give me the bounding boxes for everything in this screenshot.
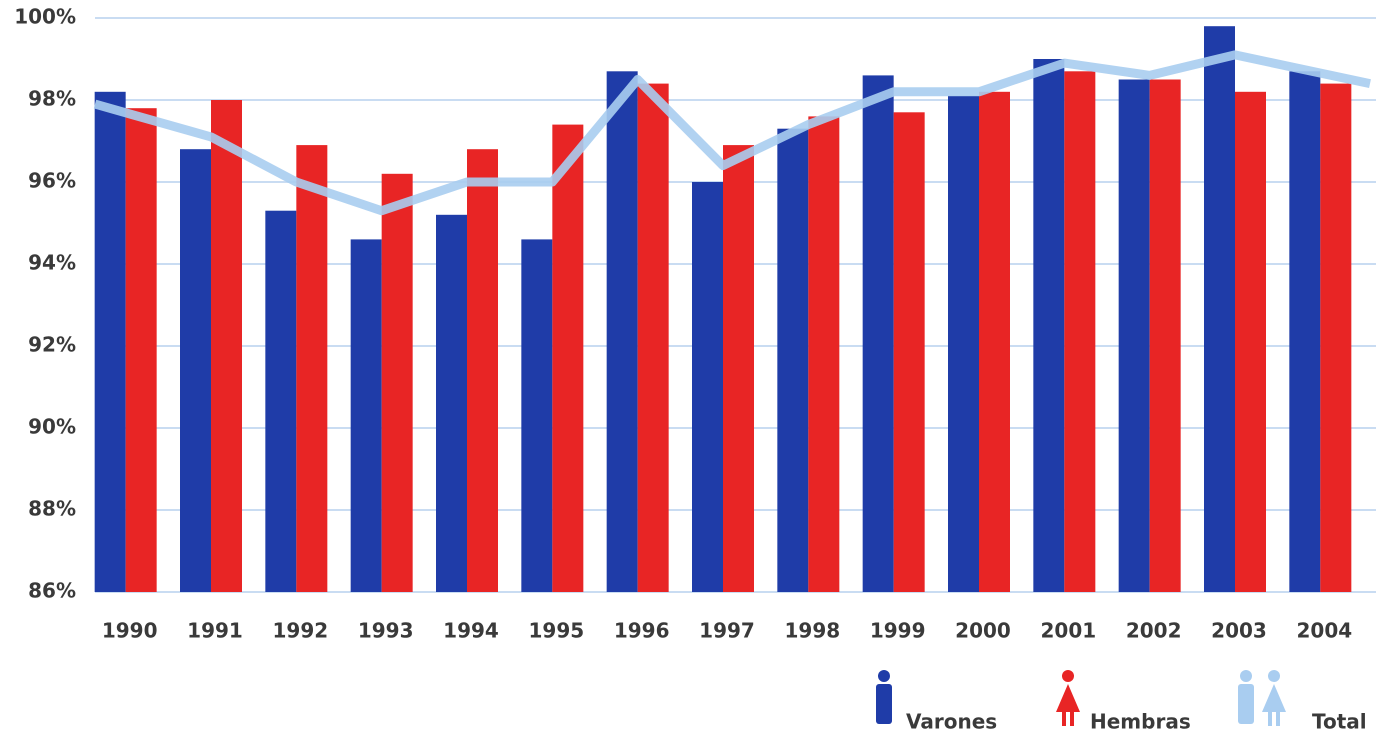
x-tick-label: 2002 bbox=[1126, 619, 1182, 643]
page: 86% 88% 90% 92% 94% 96% 98% 100% 1990 1991 1992 199… bbox=[0, 0, 1376, 736]
y-tick-label: 100% bbox=[14, 5, 76, 29]
legend-icon bbox=[1262, 684, 1286, 726]
bar bbox=[979, 92, 1010, 592]
bar bbox=[607, 71, 638, 592]
legend-icon bbox=[1062, 670, 1074, 682]
bar bbox=[95, 92, 126, 592]
y-tick-label: 88% bbox=[28, 497, 76, 521]
y-tick-label: 94% bbox=[28, 251, 76, 275]
legend-icon bbox=[878, 670, 890, 682]
legend-icon bbox=[1056, 684, 1080, 726]
y-tick-label: 86% bbox=[28, 579, 76, 603]
bar bbox=[1235, 92, 1266, 592]
bar bbox=[1150, 80, 1181, 593]
bar bbox=[1289, 71, 1320, 592]
legend-icon bbox=[1240, 670, 1252, 682]
legend-icon bbox=[1238, 684, 1254, 724]
x-tick-label: 1992 bbox=[272, 619, 328, 643]
x-tick-label: 1993 bbox=[358, 619, 414, 643]
bar bbox=[894, 112, 925, 592]
x-tick-label: 1996 bbox=[614, 619, 670, 643]
bar bbox=[1033, 59, 1064, 592]
bar bbox=[521, 239, 552, 592]
legend-icon bbox=[876, 684, 892, 724]
x-tick-label: 2000 bbox=[955, 619, 1011, 643]
bar bbox=[1119, 80, 1150, 593]
bar bbox=[723, 145, 754, 592]
x-tick-label: 2004 bbox=[1296, 619, 1352, 643]
legend-label: Hembras bbox=[1090, 710, 1191, 734]
x-tick-label: 1998 bbox=[784, 619, 840, 643]
bar bbox=[692, 182, 723, 592]
x-tick-label: 1994 bbox=[443, 619, 499, 643]
x-tick-label: 1990 bbox=[102, 619, 158, 643]
bar bbox=[351, 239, 382, 592]
x-tick-label: 1997 bbox=[699, 619, 755, 643]
x-tick-label: 1995 bbox=[528, 619, 584, 643]
bar bbox=[1064, 71, 1095, 592]
y-tick-label: 92% bbox=[28, 333, 76, 357]
bar bbox=[436, 215, 467, 592]
y-tick-label: 90% bbox=[28, 415, 76, 439]
x-tick-label: 2001 bbox=[1040, 619, 1096, 643]
bar bbox=[211, 100, 242, 592]
bar bbox=[1204, 26, 1235, 592]
x-tick-label: 1991 bbox=[187, 619, 243, 643]
chart: 86% 88% 90% 92% 94% 96% 98% 100% 1990 1991 1992 199… bbox=[0, 0, 1376, 736]
legend-icon bbox=[1268, 670, 1280, 682]
bar bbox=[1320, 84, 1351, 592]
bar bbox=[808, 116, 839, 592]
legend-label: Varones bbox=[906, 710, 997, 734]
legend-label: Total bbox=[1312, 710, 1367, 734]
bar bbox=[777, 129, 808, 592]
x-tick-label: 2003 bbox=[1211, 619, 1267, 643]
bar bbox=[467, 149, 498, 592]
bar bbox=[180, 149, 211, 592]
bar bbox=[126, 108, 157, 592]
bar bbox=[296, 145, 327, 592]
bar bbox=[863, 75, 894, 592]
y-tick-label: 96% bbox=[28, 169, 76, 193]
bar bbox=[552, 125, 583, 592]
x-tick-label: 1999 bbox=[870, 619, 926, 643]
y-tick-label: 98% bbox=[28, 87, 76, 111]
bar bbox=[265, 211, 296, 592]
bar bbox=[382, 174, 413, 592]
bar bbox=[638, 84, 669, 592]
bar bbox=[948, 96, 979, 592]
